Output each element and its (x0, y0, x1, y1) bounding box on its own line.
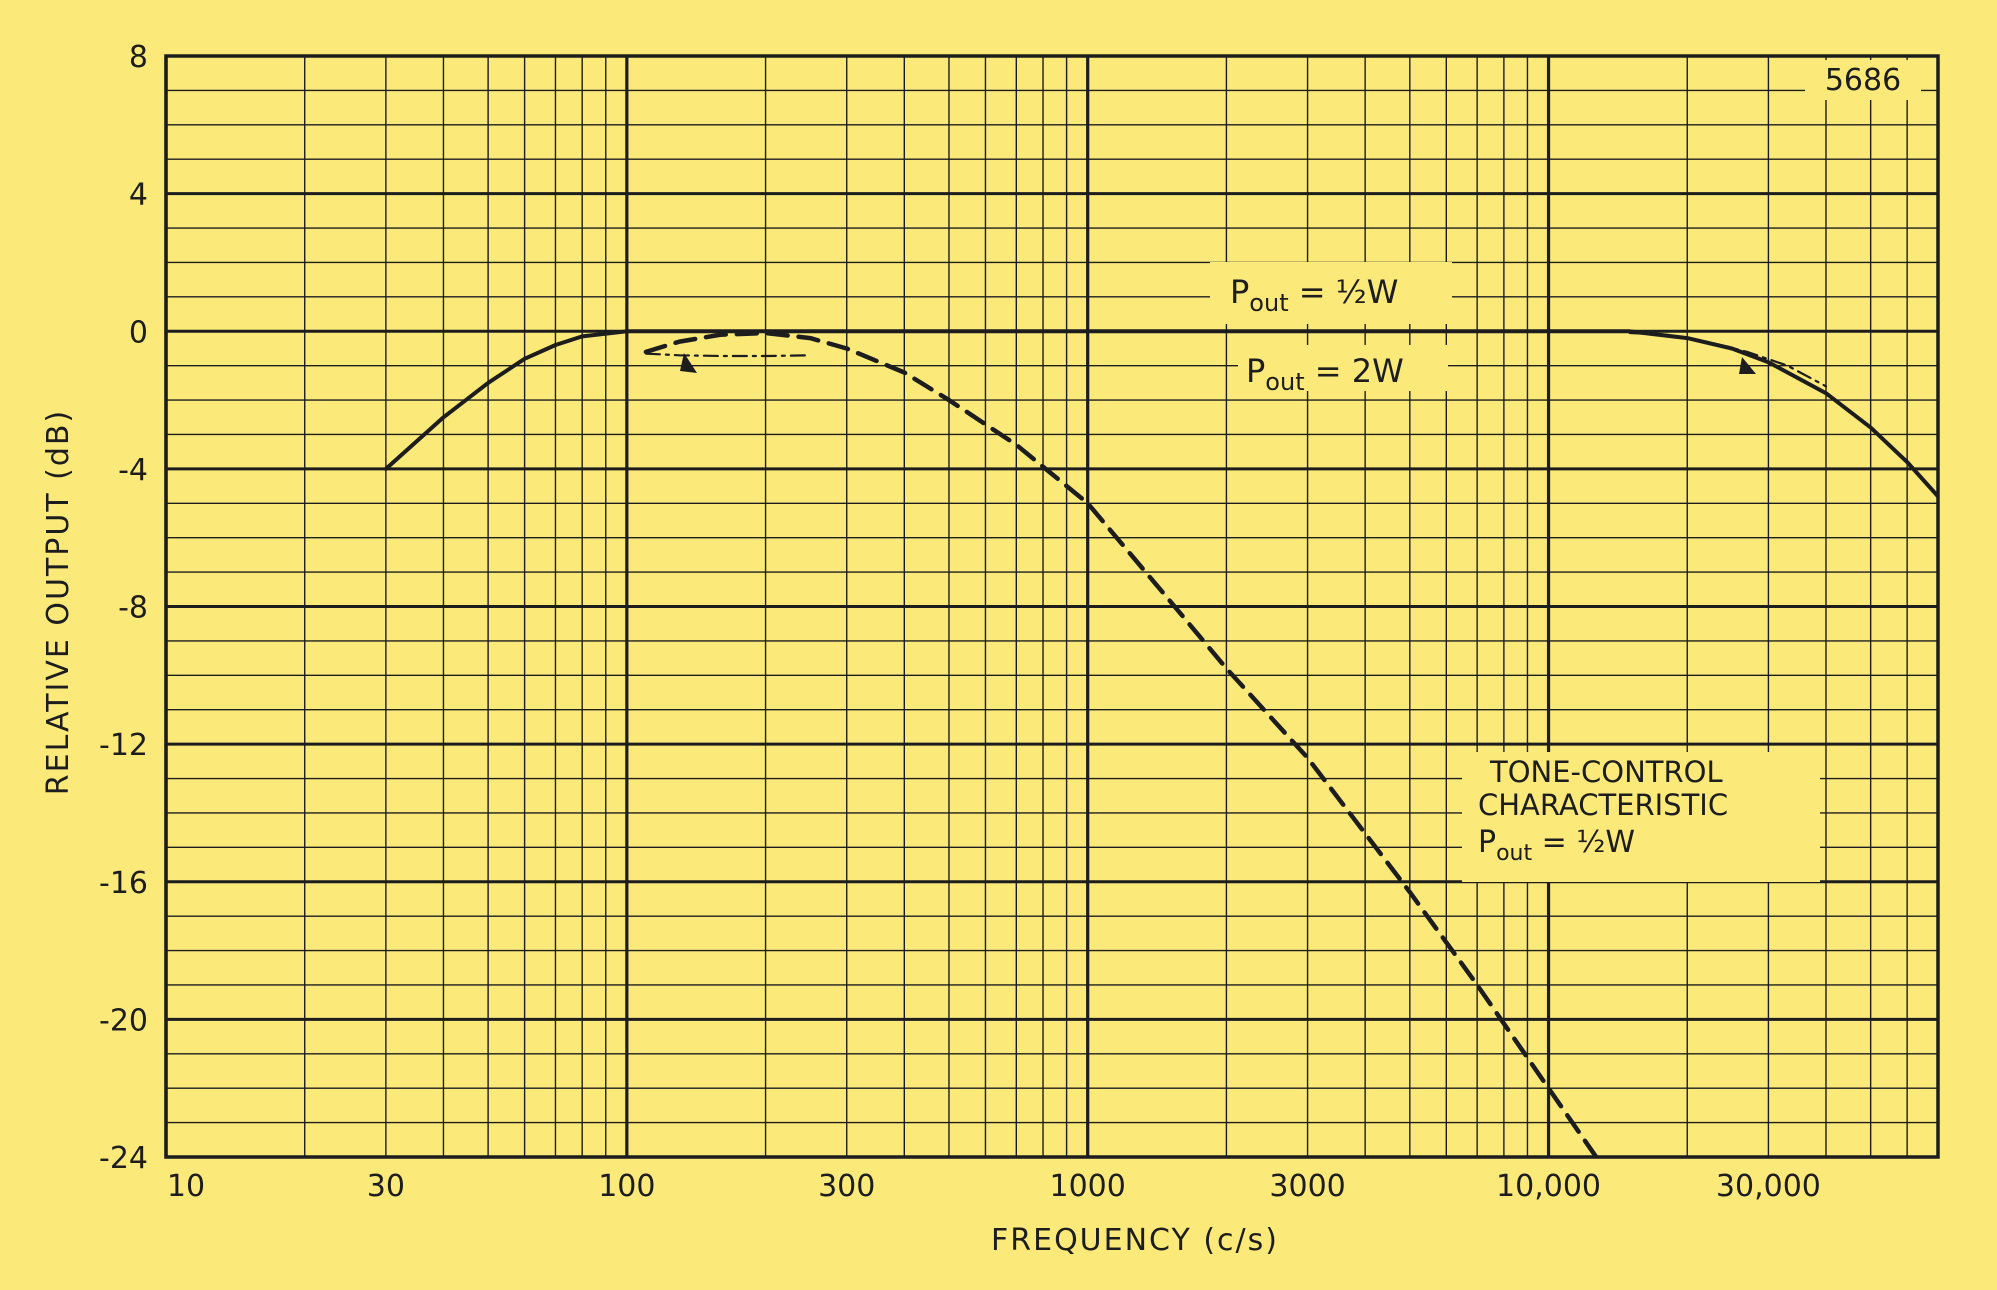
annotation-pout-2w: Pout = 2W (1238, 345, 1448, 396)
y-tick-label: 0 (129, 315, 148, 350)
annotation-pout-2w-text: Pout = 2W (1246, 352, 1404, 396)
x-tick-label: 3000 (1269, 1169, 1345, 1204)
arrowhead-marker (1739, 357, 1756, 374)
annotation-tone-sub: out (1496, 841, 1532, 866)
y-axis-label: RELATIVE OUTPUT (dB) (41, 409, 76, 795)
annotation-pout-half-rest: = ½W (1289, 273, 1399, 311)
annotation-tone-line-3: Pout = ½W (1478, 825, 1635, 866)
grid (164, 54, 1940, 1159)
annotation-pout-2w-main: P (1246, 352, 1265, 390)
x-axis-label: FREQUENCY (c/s) (991, 1223, 1279, 1258)
y-tick-label: -4 (118, 453, 148, 488)
plot-frame (164, 54, 1940, 1159)
series-layer (383, 329, 1938, 1157)
series-line-dashed (643, 330, 1599, 1157)
x-tick-label: 100 (598, 1169, 655, 1204)
y-tick-label: 8 (129, 40, 148, 75)
annotation-pout-half-text: Pout = ½W (1230, 273, 1398, 317)
annotation-pout-2w-rest: = 2W (1305, 352, 1404, 390)
annotation-tone-main: P (1478, 825, 1496, 860)
y-tick-label: -20 (99, 1003, 148, 1038)
annotation-pout-half: Pout = ½W (1210, 262, 1452, 324)
y-tick-label: -16 (99, 866, 148, 901)
series-line-dash-dot (1628, 331, 1828, 388)
annotation-pout-2w-sub: out (1265, 368, 1304, 396)
series-line-solid (383, 329, 1938, 499)
annotation-pout-half-main: P (1230, 273, 1249, 311)
y-tick-label: -24 (99, 1141, 148, 1176)
x-tick-label: 30,000 (1716, 1169, 1821, 1204)
tick-labels: 10 30 100 300 1000 3000 10,000 30,000 8 4 0 -4 -8 -12… (99, 40, 1821, 1204)
figure-number: 5686 (1825, 63, 1901, 98)
figure-number-box: 5686 (1805, 60, 1921, 100)
annotation-tone-rest: = ½W (1532, 825, 1635, 860)
annotation-tone-line-2: CHARACTERISTIC (1478, 788, 1728, 822)
series-line-dash-dot (644, 352, 812, 358)
y-tick-label: 4 (129, 178, 148, 213)
arrowhead-marker (680, 353, 697, 373)
x-tick-label: 300 (818, 1169, 875, 1204)
x-tick-label: 10,000 (1496, 1169, 1601, 1204)
x-tick-label: 1000 (1050, 1169, 1126, 1204)
annotation-pout-half-sub: out (1249, 289, 1288, 317)
annotation-tone-control: TONE-CONTROL CHARACTERISTIC Pout = ½W (1462, 752, 1820, 882)
x-tick-label: 10 (167, 1169, 205, 1204)
y-tick-label: -8 (118, 591, 148, 626)
annotation-tone-line-1: TONE-CONTROL (1489, 755, 1723, 789)
x-tick-label: 30 (367, 1169, 405, 1204)
y-tick-label: -12 (99, 728, 148, 763)
